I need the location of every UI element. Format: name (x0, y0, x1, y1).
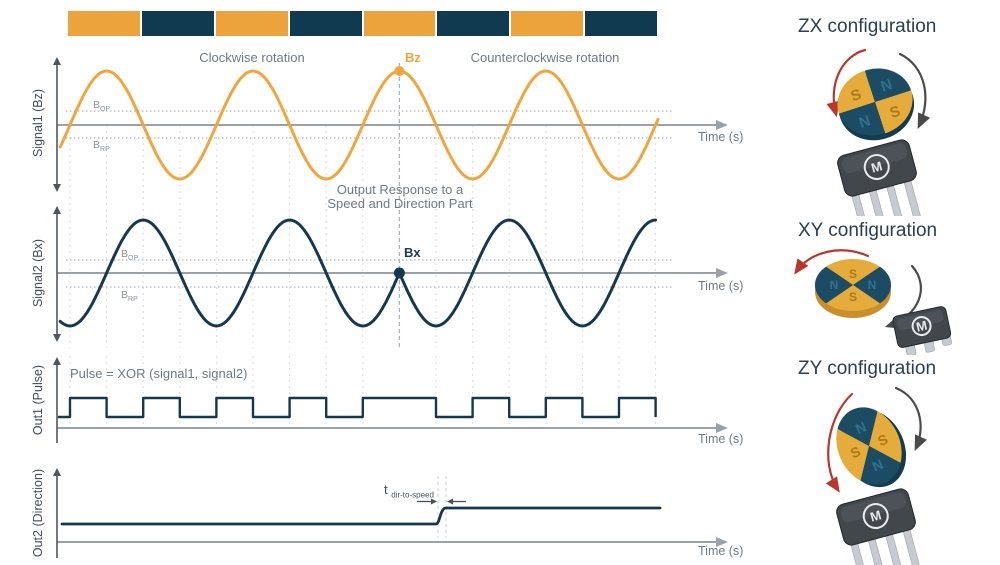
chip-logo-ring (863, 154, 890, 181)
pole-letter: S (849, 86, 864, 105)
signal1-wave (58, 69, 660, 181)
time-axis-arrow-icon (716, 537, 728, 547)
chip-logo-ring (862, 503, 889, 530)
axis-arrow-icon (53, 57, 61, 65)
t-dir-arrowhead-icon (447, 498, 453, 505)
chip-logo: M (915, 318, 929, 335)
time-axis-arrow-icon (716, 423, 728, 433)
time-axis-arrow-icon (716, 120, 728, 130)
chip-logo: M (869, 507, 883, 524)
axis-arrow-icon (53, 184, 61, 192)
config-title-xy: XY configuration (798, 220, 938, 241)
red-rotation-arrow-icon (826, 48, 867, 118)
bop-threshold-label-signal2: BOP (121, 248, 139, 263)
pole-letter: S (888, 103, 903, 122)
chip-logo-ring (911, 316, 932, 337)
axis-label-out2: Out2 (Direction) (31, 468, 45, 558)
axis-label-signal2: Signal2 (Bx) (31, 238, 45, 308)
axis-arrow-icon (53, 468, 61, 476)
config-title-zy: ZY configuration (798, 358, 937, 379)
pole-letter: N (830, 278, 839, 292)
axis-label-signal1: Signal1 (Bz) (31, 88, 45, 158)
pole-letter: N (868, 278, 877, 292)
pole-letter: N (879, 76, 895, 96)
time-axis-label-out2: Time (s) (698, 544, 744, 558)
time-axis-label-signal2: Time (s) (698, 279, 744, 293)
dark-rotation-arrow-icon (894, 386, 928, 452)
config-illustration-zy: N S N S M (825, 386, 928, 565)
magnet-disc: S N N S (837, 68, 915, 141)
pole-segment (68, 11, 140, 36)
t-dir-arrowhead-icon (431, 498, 437, 505)
axis-label-out1: Out1 (Pulse) (31, 364, 45, 436)
pulse-formula-label: Pulse = XOR (signal1, signal2) (70, 366, 248, 381)
magnet-pole-bar (68, 11, 657, 36)
signal2-wave (58, 218, 658, 328)
output-response-caption-line2: Speed and Direction Part (327, 196, 473, 211)
time-axis-label-out1: Time (s) (698, 432, 744, 446)
pole-segment (437, 11, 510, 36)
config-illustration-zx: S N N S M (826, 48, 931, 216)
brp-threshold-label-signal2: BRP (121, 289, 138, 304)
bx-marker-dot (393, 267, 405, 279)
out2-direction-wave (60, 506, 662, 526)
pole-letter: S (849, 290, 857, 304)
config-illustration-xy: S N N S M (794, 249, 952, 355)
axis-arrow-icon (53, 206, 61, 214)
pole-segment (363, 11, 436, 36)
out1-pulse-wave (58, 396, 657, 419)
output-response-caption-line1: Output Response to a (336, 182, 464, 197)
brp-threshold-label-signal1: BRP (93, 139, 110, 154)
sensor-chip: M (837, 139, 921, 216)
time-axis-label-signal1: Time (s) (698, 130, 744, 144)
pole-segment (141, 11, 214, 36)
t-dir-to-speed-label: t dir-to-speed (384, 482, 434, 500)
bz-marker-label: Bz (405, 50, 421, 65)
pole-segment (511, 11, 584, 36)
config-title-zx: ZX configuration (798, 16, 937, 37)
pole-letter: S (849, 267, 857, 281)
time-axis-arrow-icon (716, 268, 728, 278)
red-rotation-arrow-icon (794, 249, 870, 275)
sensor-chip: M (892, 306, 952, 355)
axis-arrow-icon (53, 334, 61, 342)
bx-marker-label: Bx (404, 245, 421, 260)
pole-segment (585, 11, 657, 36)
magnet-disc: N S N S (836, 407, 907, 488)
bop-threshold-label-signal1: BOP (93, 99, 111, 114)
chip-logo: M (870, 158, 884, 175)
clockwise-label: Clockwise rotation (199, 50, 305, 65)
magnet-disc: S N N S (814, 258, 892, 318)
counterclockwise-label: Counterclockwise rotation (470, 50, 620, 65)
bz-marker-dot (394, 66, 405, 76)
dark-rotation-arrow-icon (898, 52, 931, 129)
pole-segment (215, 11, 288, 36)
red-rotation-arrow-icon (825, 392, 854, 493)
pole-segment (289, 11, 362, 36)
pole-letter: N (857, 112, 873, 132)
axis-arrow-icon (53, 357, 61, 365)
sensor-chip: M (836, 488, 920, 565)
